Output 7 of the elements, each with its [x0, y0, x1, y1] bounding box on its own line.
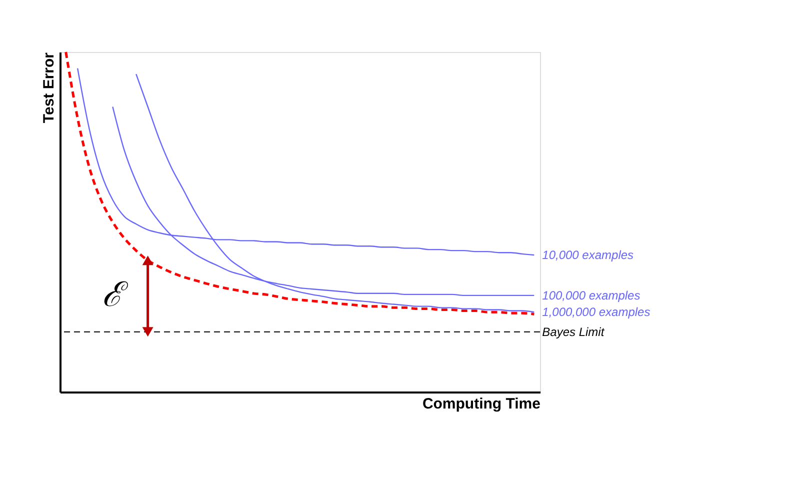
series-label: 10,000 examples	[542, 248, 634, 262]
y-axis-title: Test Error	[40, 52, 58, 124]
series-label: 100,000 examples	[542, 288, 640, 302]
annotation: ℰ	[102, 275, 128, 316]
series-label: 1,000,000 examples	[542, 305, 650, 320]
ref-line-label: Bayes Limit	[542, 324, 605, 339]
x-axis-title: Computing Time	[422, 396, 540, 412]
